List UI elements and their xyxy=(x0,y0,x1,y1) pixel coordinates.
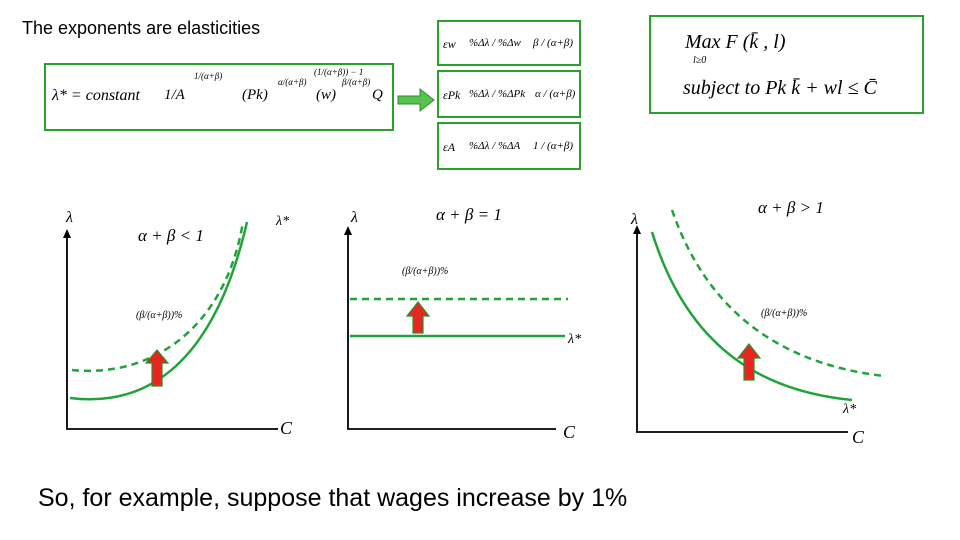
problem-constraint-under: l≥0 xyxy=(693,55,707,66)
graph-1-curve-label: λ* xyxy=(275,214,289,229)
optimization-box: Max F (k̄ , l) l≥0 subject to Pk k̄ + wl… xyxy=(649,15,924,114)
formula-pk: (Pk) xyxy=(242,87,268,103)
formula-lhs: λ* = constant xyxy=(52,87,140,104)
graph-3-curve-original xyxy=(650,231,853,402)
graph-2-shift-label: (β/(α+β))% xyxy=(402,266,448,277)
graph-3-curve-label: λ* xyxy=(842,402,856,417)
graph-3-condition: α + β > 1 xyxy=(758,198,824,217)
slide-title: The exponents are elasticities xyxy=(22,18,261,38)
graph-3-y-axis xyxy=(636,231,848,433)
formula-exp-q: (1/(α+β)) − 1 xyxy=(314,67,364,77)
elasticity-a-lhs: εA xyxy=(443,140,456,154)
elasticity-w-mid: %Δλ / %Δw xyxy=(469,37,521,49)
graph-1-x-label: C xyxy=(280,418,293,438)
slide-caption: So, for example, suppose that wages incr… xyxy=(38,484,628,512)
graph-1-condition: α + β < 1 xyxy=(138,226,204,245)
elasticity-box-w: εw %Δλ / %Δw β / (α+β) xyxy=(437,20,581,66)
graph-1-shift-label: (β/(α+β))% xyxy=(136,310,182,321)
elasticity-pk-lhs: εPk xyxy=(443,88,461,102)
formula-exp-w: β/(α+β) xyxy=(342,77,371,87)
problem-constraint: subject to Pk k̄ + wl ≤ C̄ xyxy=(683,77,877,99)
graph-1: λ C α + β < 1 λ* (β/(α+β))% xyxy=(63,209,293,438)
graph-3-shift-label: (β/(α+β))% xyxy=(761,308,807,319)
formula-factor-a: 1/A xyxy=(164,87,185,103)
graph-3-y-arrow-icon xyxy=(633,225,641,234)
graph-2-condition: α + β = 1 xyxy=(436,205,502,224)
formula-w: (w) xyxy=(316,87,336,103)
graph-1-curve-original xyxy=(69,221,249,401)
graph-2-y-label: λ xyxy=(350,209,358,226)
graph-2-curve-label: λ* xyxy=(567,332,581,347)
graph-1-curve-shifted xyxy=(71,221,245,373)
graph-2-x-label: C xyxy=(563,422,576,442)
graph-2-shift-arrow-icon xyxy=(405,301,431,334)
elasticity-w-lhs: εw xyxy=(443,37,456,51)
graph-3: λ C α + β > 1 λ* (β/(α+β))% xyxy=(630,198,885,447)
elasticity-w-rhs: β / (α+β) xyxy=(533,37,574,49)
graph-2: λ C α + β = 1 λ* (β/(α+β))% xyxy=(344,205,581,442)
graph-1-shift-arrow-icon xyxy=(144,349,170,387)
formula-exp-a: 1/(α+β) xyxy=(194,71,223,81)
graph-3-curve-shifted xyxy=(670,209,885,378)
graph-2-y-arrow-icon xyxy=(344,226,352,235)
graph-3-shift-arrow-icon xyxy=(736,343,762,381)
graph-3-x-label: C xyxy=(852,427,865,447)
graph-3-y-label: λ xyxy=(630,211,638,228)
graph-1-y-label: λ xyxy=(65,209,73,226)
elasticity-pk-mid: %Δλ / %ΔPk xyxy=(469,88,526,100)
elasticity-pk-rhs: α / (α+β) xyxy=(535,88,576,100)
graph-2-y-axis xyxy=(347,232,556,430)
problem-objective: Max F (k̄ , l) xyxy=(685,31,786,53)
main-formula-box: λ* = constant 1/A 1/(α+β) (Pk) α/(α+β) (… xyxy=(44,63,394,131)
elasticity-a-rhs: 1 / (α+β) xyxy=(533,140,574,152)
formula-exp-pk: α/(α+β) xyxy=(278,77,307,87)
elasticity-a-mid: %Δλ / %ΔA xyxy=(469,140,521,152)
elasticity-box-pk: εPk %Δλ / %ΔPk α / (α+β) xyxy=(437,70,581,118)
elasticity-box-a: εA %Δλ / %ΔA 1 / (α+β) xyxy=(437,122,581,170)
graph-1-y-arrow-icon xyxy=(63,229,71,238)
graph-1-y-axis xyxy=(66,235,278,430)
formula-q: Q xyxy=(372,87,383,103)
